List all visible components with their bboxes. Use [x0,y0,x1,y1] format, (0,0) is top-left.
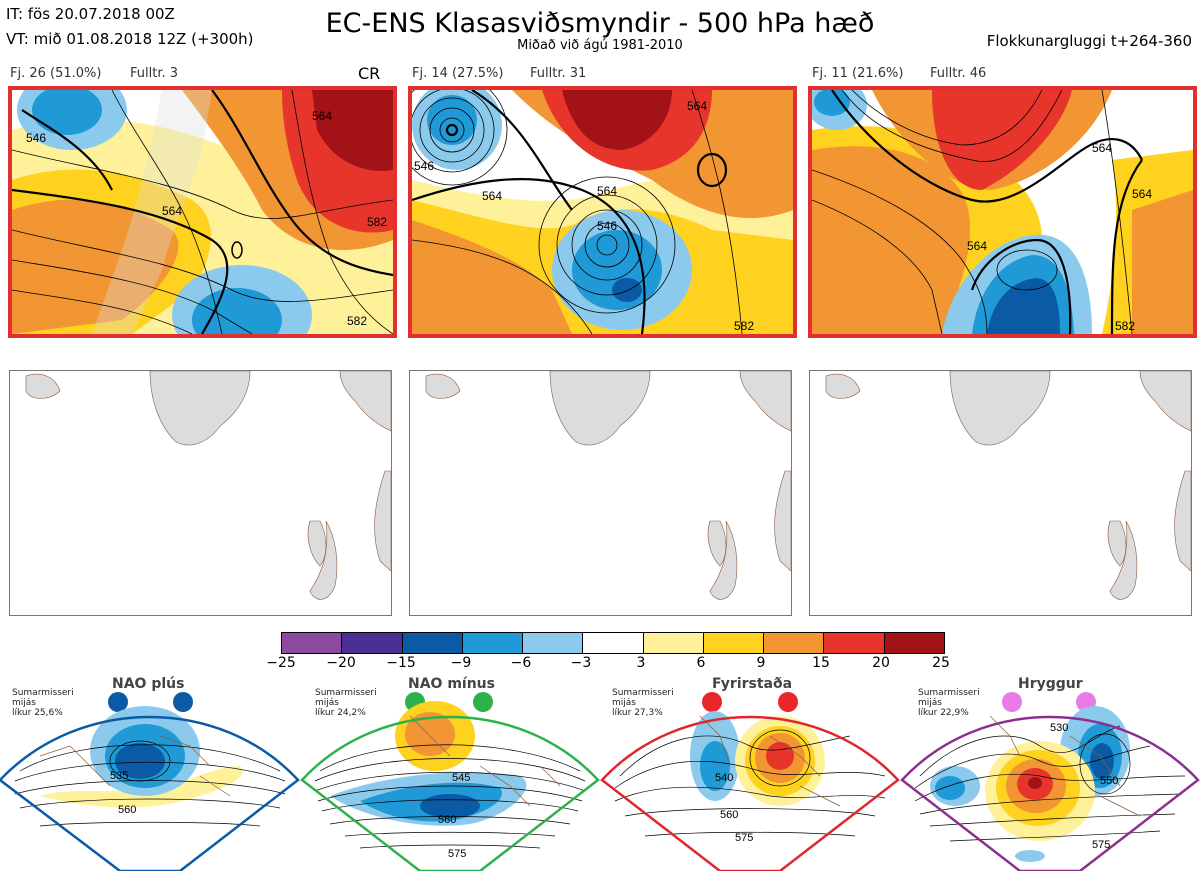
contour-label: 564 [162,204,182,218]
contour-label: 530 [1050,722,1068,734]
cluster-1-rep: Fulltr. 3 [130,66,179,81]
contour-label: 546 [597,219,617,233]
regime-ridge: Hryggur Sumarmisseri mijás líkur 22,9% [900,676,1200,871]
contour-label: 560 [438,814,456,826]
contour-label: 550 [1100,775,1118,787]
contour-label: 560 [720,809,738,821]
regime-note: Sumarmisseri mijás líkur 22,9% [918,688,980,718]
cluster-map-2: 546 564 564 546 564 582 [408,86,797,338]
cluster-2-label: Fj. 14 (27.5%) [412,66,504,81]
cluster-map-3: 564 564 564 582 [808,86,1197,338]
colorbar [281,632,945,654]
colorbar-cell [523,633,584,653]
colorbar-cell [764,633,825,653]
colorbar-tick: −20 [326,655,356,671]
colorbar-tick: 9 [756,655,766,671]
regime-dot [702,692,722,712]
regime-dot [778,692,798,712]
contour-label: 564 [482,189,502,203]
contour-label: 546 [26,131,46,145]
colorbar-tick: −3 [570,655,592,671]
cluster-2-rep: Fulltr. 31 [530,66,587,81]
colorbar-tick: 3 [636,655,646,671]
contour-label: 564 [1092,141,1112,155]
contour-label: 582 [367,215,387,229]
contour-label: 564 [687,99,707,113]
colorbar-tick: 20 [872,655,890,671]
regime-dot [108,692,128,712]
regime-nao-plus: NAO plús Sumarmisseri mijás líkur 25,6% … [0,676,300,871]
base-map-3 [809,370,1192,616]
colorbar-tick: 15 [812,655,830,671]
regime-title: Fyrirstaða [712,676,793,692]
valid-time: VT: mið 01.08.2018 12Z (+300h) [6,30,254,48]
colorbar-cell [342,633,403,653]
contour-label: 535 [110,770,128,782]
contour-label: 582 [1115,319,1135,333]
colorbar-cell [643,633,704,653]
contour-label: 575 [448,848,466,860]
colorbar-cell [884,633,944,653]
regime-note: Sumarmisseri mijás líkur 24,2% [315,688,377,718]
contour-label: 545 [452,772,470,784]
colorbar-tick: −15 [386,655,416,671]
regime-dot [473,692,493,712]
contour-label: 564 [1132,187,1152,201]
base-map-2 [409,370,792,616]
cluster-1-tag: CR [358,64,381,83]
contour-label: 564 [597,184,617,198]
page-title: EC-ENS Klasasviðsmyndir - 500 hPa hæð [325,8,875,39]
regime-dot [1002,692,1022,712]
colorbar-tick: −25 [266,655,296,671]
cluster-map-1: 546 564 582 582 564 [8,86,397,338]
colorbar-tick: 25 [932,655,950,671]
regime-note: Sumarmisseri mijás líkur 25,6% [12,688,74,718]
colorbar-tick: −6 [510,655,532,671]
contour-label: 560 [118,804,136,816]
base-map-1 [9,370,392,616]
init-time: IT: fös 20.07.2018 00Z [6,5,175,23]
cluster-3-rep: Fulltr. 46 [930,66,987,81]
cluster-3-label: Fj. 11 (21.6%) [812,66,904,81]
colorbar-cell [583,633,644,653]
colorbar-cell [402,633,463,653]
regime-title: NAO plús [112,676,185,692]
colorbar-cell [703,633,765,653]
colorbar-cell [462,633,524,653]
regime-note: Sumarmisseri mijás líkur 27,3% [612,688,674,718]
contour-label: 575 [735,832,753,844]
regime-title: NAO mínus [408,676,495,692]
regime-title: Hryggur [1018,676,1083,692]
colorbar-tick: −9 [450,655,472,671]
colorbar-cell [824,633,885,653]
colorbar-tick: 6 [696,655,706,671]
regime-blocking: Fyrirstaða Sumarmisseri mijás líkur 27,3… [600,676,900,871]
contour-label: 564 [967,239,987,253]
cluster-1-label: Fj. 26 (51.0%) [10,66,102,81]
colorbar-cell [282,633,343,653]
contour-label: 546 [414,159,434,173]
regime-nao-minus: NAO mínus Sumarmisseri mijás líkur 24,2%… [300,676,600,871]
contour-label: 564 [312,109,332,123]
regime-dot [173,692,193,712]
contour-label: 575 [1092,839,1110,851]
contour-label: 582 [347,314,367,328]
contour-label: 540 [715,772,733,784]
page-subtitle: Miðað við ágú 1981-2010 [517,38,683,53]
classification-window: Flokkunargluggi t+264-360 [986,32,1192,50]
contour-label: 582 [734,319,754,333]
